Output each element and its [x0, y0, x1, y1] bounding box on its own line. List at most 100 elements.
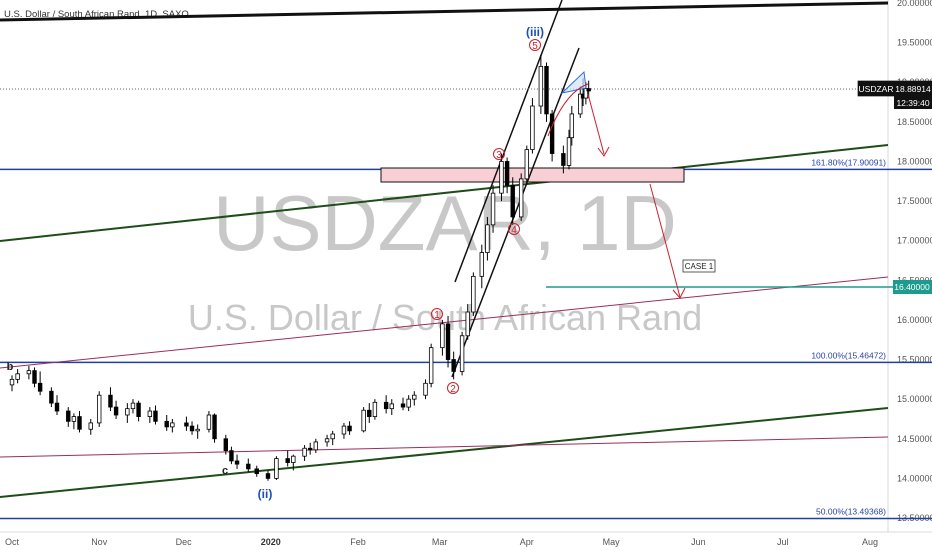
- candle-bull[interactable]: [471, 275, 476, 313]
- candle-bull[interactable]: [578, 93, 583, 115]
- candle-bull[interactable]: [291, 455, 296, 463]
- candle-bull[interactable]: [566, 137, 572, 166]
- candle-bull[interactable]: [518, 178, 524, 218]
- candle-bear[interactable]: [184, 422, 189, 427]
- candle-bull[interactable]: [389, 403, 394, 410]
- candle-bear[interactable]: [32, 370, 37, 384]
- wave-b-label: b: [7, 361, 14, 373]
- candle-bear[interactable]: [367, 409, 372, 417]
- wave-labels: 1 2 3 4 5 (iii) (ii) b c: [7, 25, 544, 501]
- candle-bull[interactable]: [524, 149, 529, 180]
- candle-bear[interactable]: [586, 88, 591, 92]
- candle-bull[interactable]: [538, 65, 544, 107]
- candle-bear[interactable]: [265, 473, 271, 479]
- candle-bear[interactable]: [49, 390, 54, 404]
- wave-channel-lower[interactable]: [451, 47, 580, 378]
- candle-bear[interactable]: [234, 460, 240, 465]
- candle-bear[interactable]: [549, 113, 555, 154]
- candle-bear[interactable]: [212, 414, 217, 440]
- candle-bull[interactable]: [206, 414, 212, 430]
- time-tick-label: Apr: [520, 537, 534, 547]
- price-tick-label: 14.50000: [897, 434, 932, 444]
- candle-bear[interactable]: [400, 403, 406, 408]
- candle-bull[interactable]: [313, 441, 319, 451]
- price-tick-label: 17.50000: [897, 196, 932, 206]
- candle-bull[interactable]: [465, 311, 470, 337]
- candle-bear[interactable]: [254, 468, 259, 475]
- candle-bull[interactable]: [583, 88, 589, 99]
- candle-bear[interactable]: [451, 359, 456, 372]
- candle-bull[interactable]: [125, 408, 130, 416]
- candle-bear[interactable]: [246, 463, 251, 470]
- purple-channel-line-upper[interactable]: [0, 276, 889, 369]
- candle-bull[interactable]: [147, 410, 153, 417]
- candle-bear[interactable]: [383, 401, 389, 410]
- candle-bull[interactable]: [302, 447, 307, 457]
- candle-bull[interactable]: [412, 394, 417, 400]
- target-tag-bg: [893, 280, 932, 294]
- candle-bull[interactable]: [569, 113, 575, 139]
- candle-bull[interactable]: [440, 323, 445, 349]
- candle-bear[interactable]: [164, 420, 169, 428]
- candle-bear[interactable]: [113, 406, 119, 416]
- candle-bear[interactable]: [307, 447, 313, 451]
- candle-bull[interactable]: [130, 402, 136, 410]
- lower-channel-line[interactable]: [0, 407, 889, 498]
- wave-2-marker: [447, 382, 459, 394]
- candle-bull[interactable]: [170, 422, 175, 428]
- candle-bear[interactable]: [223, 438, 228, 452]
- candle-bull[interactable]: [372, 401, 378, 417]
- candle-bull[interactable]: [485, 224, 490, 253]
- time-tick-label: Mar: [432, 537, 448, 547]
- wave-1-label: 1: [434, 310, 440, 321]
- candle-bear[interactable]: [229, 450, 234, 462]
- candle-bear[interactable]: [544, 65, 549, 115]
- candle-bull[interactable]: [324, 438, 330, 443]
- candle-bear[interactable]: [561, 153, 566, 166]
- candle-bull[interactable]: [330, 433, 335, 440]
- candle-bear[interactable]: [285, 458, 290, 463]
- candle-bull[interactable]: [97, 394, 102, 424]
- candle-bull[interactable]: [459, 335, 465, 372]
- candle-bear[interactable]: [445, 323, 451, 360]
- wave-channel-upper[interactable]: [454, 0, 563, 283]
- candle-bull[interactable]: [341, 425, 347, 435]
- purple-channel-line-lower[interactable]: [0, 436, 889, 458]
- candle-bull[interactable]: [26, 370, 32, 375]
- candlestick-series[interactable]: [9, 54, 591, 481]
- candle-bull[interactable]: [88, 422, 93, 430]
- candle-bull[interactable]: [479, 252, 484, 277]
- wave-curve: [547, 83, 589, 137]
- candle-bear[interactable]: [347, 425, 352, 432]
- candle-bear[interactable]: [504, 161, 510, 186]
- candle-bull[interactable]: [9, 378, 15, 386]
- time-tick-label: Jun: [691, 537, 706, 547]
- candle-bear[interactable]: [37, 382, 43, 392]
- candle-bull[interactable]: [195, 428, 200, 432]
- candle-bull[interactable]: [361, 409, 366, 432]
- upper-channel-line[interactable]: [0, 144, 889, 242]
- candle-bear[interactable]: [77, 416, 82, 430]
- candle-bear[interactable]: [54, 402, 60, 412]
- candle-bull[interactable]: [499, 161, 504, 194]
- candle-bear[interactable]: [66, 410, 71, 422]
- candle-bear[interactable]: [189, 425, 195, 432]
- time-axis[interactable]: Oct Nov Dec 2020 Feb Mar Apr May Jun Jul Aug: [5, 537, 878, 547]
- candle-bear[interactable]: [510, 184, 515, 218]
- candle-bull[interactable]: [15, 373, 20, 380]
- candle-bear[interactable]: [153, 410, 158, 422]
- candle-bull[interactable]: [423, 382, 428, 396]
- candle-bear[interactable]: [136, 402, 141, 417]
- case1-label-box[interactable]: [682, 259, 716, 273]
- top-trend-line[interactable]: [0, 1, 889, 22]
- candle-bull[interactable]: [428, 347, 434, 384]
- candle-bull[interactable]: [274, 458, 279, 479]
- candle-bull[interactable]: [530, 105, 535, 150]
- candle-bull[interactable]: [490, 192, 496, 226]
- candle-bull[interactable]: [71, 416, 77, 422]
- candle-bear[interactable]: [108, 394, 113, 408]
- candle-bull[interactable]: [406, 398, 411, 408]
- time-tick-label: Feb: [350, 537, 366, 547]
